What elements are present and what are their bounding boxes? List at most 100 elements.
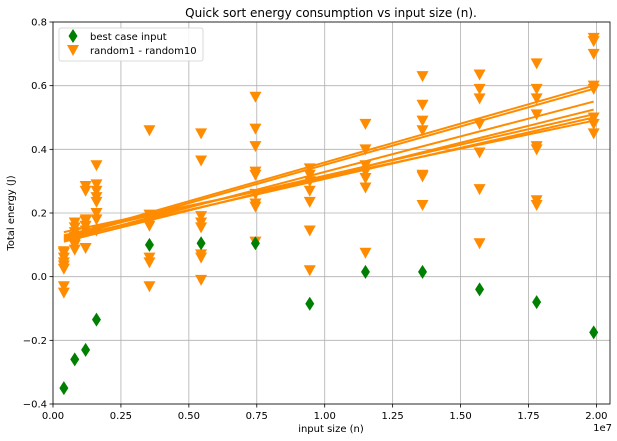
best-case-point	[144, 237, 154, 252]
random-point	[530, 144, 543, 156]
random-point	[530, 83, 543, 95]
random-point	[195, 222, 208, 234]
y-tick-label: −0.4	[23, 400, 47, 411]
best-case-point	[360, 264, 370, 279]
random-point	[587, 48, 600, 60]
data-points	[57, 32, 600, 396]
x-tick-label: 0.25	[110, 411, 132, 422]
random-point	[57, 281, 70, 293]
random-point	[359, 118, 372, 130]
chart-title: Quick sort energy consumption vs input s…	[185, 6, 477, 20]
legend-diamond-icon	[68, 29, 78, 43]
random-point	[530, 200, 543, 212]
legend-marker-best-case	[68, 29, 78, 43]
random-point	[587, 112, 600, 124]
x-tick-label: 1.50	[449, 411, 471, 422]
random-point	[473, 238, 486, 250]
x-tick-label: 1.75	[517, 411, 539, 422]
random-point	[90, 208, 103, 219]
random-point	[79, 225, 92, 237]
random-point	[90, 185, 103, 197]
random-point	[416, 115, 429, 127]
random-point	[90, 196, 103, 208]
random-point	[530, 93, 543, 105]
best-case-point	[475, 282, 485, 297]
random-point	[587, 128, 600, 140]
legend-label-random: random1 - random10	[90, 46, 197, 57]
random-point	[473, 118, 486, 130]
random-point	[303, 196, 316, 208]
best-case-point	[589, 325, 599, 340]
random-point	[195, 274, 208, 286]
random-point	[249, 169, 262, 181]
random-point	[143, 257, 156, 269]
best-case-point	[418, 264, 428, 279]
random-point	[195, 155, 208, 167]
best-case-point	[59, 381, 69, 396]
x-tick-label: 0.00	[42, 411, 64, 422]
best-case-point	[250, 236, 260, 251]
random-point	[57, 287, 70, 299]
random-point	[249, 91, 262, 103]
random-point	[143, 125, 156, 137]
random-point	[57, 246, 70, 258]
random-point	[473, 83, 486, 95]
x-tick-label: 1.25	[382, 411, 404, 422]
random-point	[79, 243, 92, 255]
x-axis-label: input size (n)	[298, 424, 364, 435]
best-case-point	[532, 295, 542, 310]
x-tick-label: 0.50	[178, 411, 200, 422]
random-point	[195, 211, 208, 223]
random-point	[416, 99, 429, 111]
random-point	[249, 141, 262, 153]
random-point	[79, 185, 92, 197]
best-case-point	[196, 236, 206, 251]
x-tick-label: 0.75	[246, 411, 268, 422]
random-point	[473, 69, 486, 81]
random-point	[359, 166, 372, 178]
random-point	[416, 171, 429, 183]
random-point	[416, 125, 429, 137]
random-point	[303, 185, 316, 197]
random-point	[473, 93, 486, 105]
random-point	[90, 225, 103, 237]
random-point	[303, 176, 316, 188]
legend-label-best-case: best case input	[90, 32, 167, 43]
y-axis-label: Total energy (J)	[6, 175, 17, 251]
random-point	[359, 144, 372, 156]
random-point	[530, 109, 543, 121]
random-point	[57, 263, 70, 275]
random-point	[90, 160, 103, 172]
legend: best case input random1 - random10	[58, 27, 204, 62]
x-tick-label: 2.00	[585, 411, 607, 422]
x-axis-offset-label: 1e7	[593, 423, 612, 434]
random-point	[416, 200, 429, 212]
random-point	[473, 184, 486, 196]
random-point	[359, 247, 372, 259]
random-point	[90, 214, 103, 226]
random-point	[143, 220, 156, 232]
y-tick-label: 0.4	[31, 145, 47, 156]
random-point	[530, 58, 543, 70]
random-point	[587, 118, 600, 130]
legend-triangle-icon	[67, 45, 79, 56]
random-point	[249, 188, 262, 200]
random-point	[359, 182, 372, 194]
random-point	[416, 71, 429, 83]
random-point	[303, 225, 316, 237]
x-tick-label: 1.00	[314, 411, 336, 422]
random-point	[587, 83, 600, 95]
random-point	[68, 244, 81, 256]
random-point	[359, 172, 372, 184]
grid-lines	[52, 21, 610, 405]
legend-box	[58, 27, 204, 62]
random-point	[303, 169, 316, 181]
y-tick-label: 0.0	[31, 272, 47, 283]
legend-marker-random	[67, 45, 79, 56]
best-case-point	[305, 296, 315, 311]
random-point	[303, 163, 316, 175]
y-tick-label: 0.2	[31, 209, 47, 220]
random-point	[359, 160, 372, 172]
